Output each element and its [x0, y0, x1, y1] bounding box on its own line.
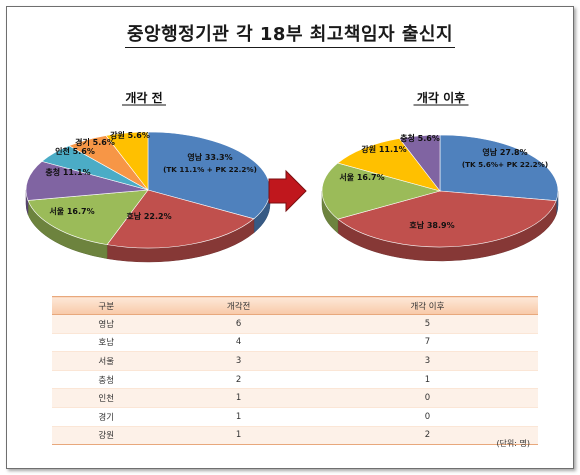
slice-label-인천: 인천 5.6%: [55, 146, 95, 156]
cell-region: 영남: [52, 314, 161, 334]
table-row: 영남 6 5: [52, 314, 538, 334]
cell-region: 인천: [52, 388, 161, 408]
cell-after: 1: [316, 370, 538, 390]
cell-region: 경기: [52, 407, 161, 427]
slice-label-영남: 영남 27.8%: [482, 147, 527, 157]
slice-label-호남: 호남 38.9%: [409, 220, 454, 230]
page-title: 중앙행정기관 각 18부 최고책임자 출신지: [0, 20, 580, 48]
cell-region: 호남: [52, 333, 161, 353]
slice-label-강원: 강원 11.1%: [361, 144, 406, 154]
pie-slice-호남: [337, 190, 557, 248]
table-row: 호남 4 7: [52, 333, 538, 353]
table-row: 경기 1 0: [52, 407, 538, 427]
cell-after: 3: [316, 351, 538, 371]
cell-region: 강원: [52, 426, 161, 446]
slice-sublabel-영남: (TK 11.1% + PK 22.2%): [163, 165, 257, 174]
cell-before: 6: [160, 314, 317, 334]
pie-slice-충청: [25, 161, 149, 201]
pie-slice-호남: [106, 189, 255, 249]
cell-region: 서울: [52, 351, 161, 371]
table-row: 인천 1 0: [52, 388, 538, 408]
pie-slice-영남: [439, 134, 559, 202]
slice-sublabel-영남: (TK 5.6%+ PK 22.2%): [462, 160, 548, 169]
pie-slice-충청: [398, 134, 441, 192]
pie-slice-강원: [337, 138, 441, 192]
cell-after: 2: [316, 426, 538, 446]
cell-before: 3: [160, 351, 317, 371]
cell-before: 2: [160, 370, 317, 390]
slice-label-서울: 서울 16.7%: [49, 206, 94, 216]
slice-label-호남: 호남 22.2%: [126, 211, 171, 221]
cell-before: 1: [160, 407, 317, 427]
pie-slice-서울: [27, 189, 149, 245]
col-header-region: 구분: [52, 296, 161, 315]
cell-after: 5: [316, 314, 538, 334]
slice-label-영남: 영남 33.3%: [187, 152, 232, 162]
cell-region: 충청: [52, 370, 161, 390]
cell-after: 0: [316, 407, 538, 427]
table-row: 서울 3 3: [52, 351, 538, 371]
unit-note: (단위: 명): [496, 439, 530, 448]
count-table: 구분 개각전 개각 이후 영남 6 5 호남 4 7 서울 3 3 충청 2 1 인천 1 0 경기 1 0 강원 1…: [52, 296, 538, 446]
slice-label-충청: 충청 5.6%: [400, 133, 440, 143]
col-header-after: 개각 이후: [316, 296, 538, 315]
cell-before: 4: [160, 333, 317, 353]
chart-title-after: 개각 이후: [417, 90, 465, 105]
cell-before: 1: [160, 426, 317, 446]
table-row: 강원 1 2: [52, 426, 538, 446]
col-header-before: 개각전: [160, 296, 317, 315]
title-text: 중앙행정기관 각 18부 최고책임자 출신지: [124, 24, 456, 48]
cell-after: 7: [316, 333, 538, 353]
slice-label-경기: 경기 5.6%: [75, 137, 115, 147]
slice-label-충청: 충청 11.1%: [45, 167, 90, 177]
table-row: 충청 2 1: [52, 370, 538, 390]
pie-slice-영남: [147, 131, 271, 220]
table-header-row: 구분 개각전 개각 이후: [52, 296, 538, 315]
slice-label-강원: 강원 5.6%: [110, 130, 150, 140]
pie-slice-강원: [105, 131, 149, 191]
cell-before: 1: [160, 388, 317, 408]
cell-after: 0: [316, 388, 538, 408]
chart-title-before: 개각 전: [125, 90, 162, 105]
pie-slice-서울: [321, 162, 442, 220]
slice-label-서울: 서울 16.7%: [339, 172, 384, 182]
right-arrow-icon: [268, 169, 307, 213]
